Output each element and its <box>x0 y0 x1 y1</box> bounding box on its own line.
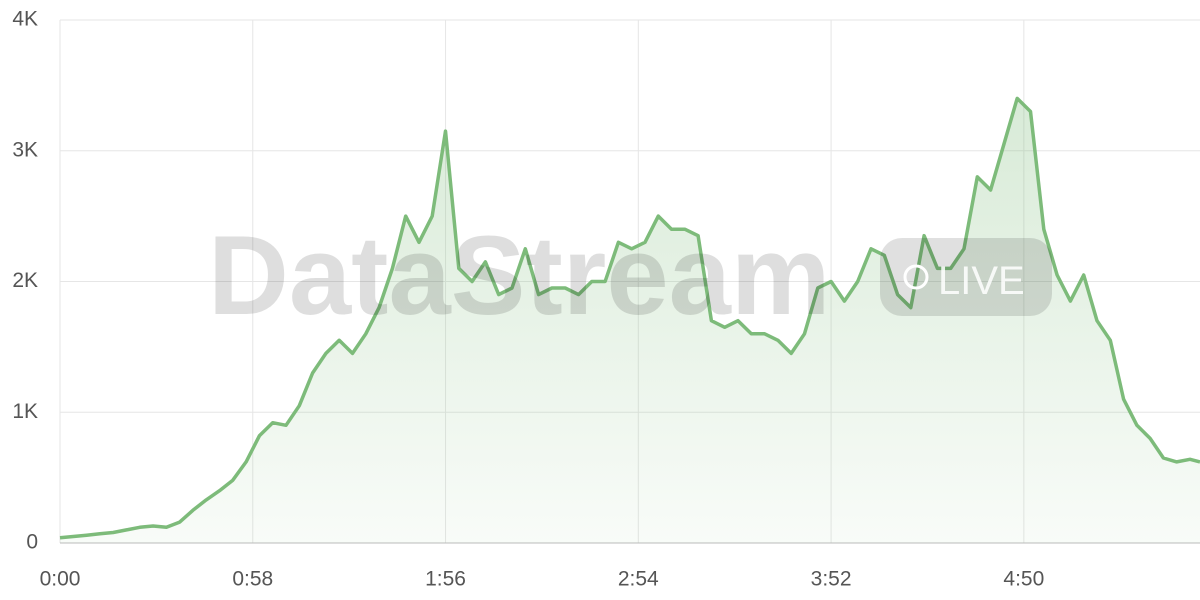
x-tick-label: 0:58 <box>232 568 273 591</box>
x-tick-label: 2:54 <box>618 568 659 591</box>
badge-icon <box>903 264 929 290</box>
y-tick-label: 3K <box>12 138 38 161</box>
y-tick-label: 2K <box>12 269 38 292</box>
x-tick-label: 3:52 <box>811 568 852 591</box>
x-tick-label: 0:00 <box>40 568 81 591</box>
area-fill <box>60 98 1200 544</box>
x-tick-label: 1:56 <box>425 568 466 591</box>
line <box>59 96 1200 540</box>
badge-box <box>880 238 1052 316</box>
y-tick-label: 0 <box>26 531 38 554</box>
x-tick-label: 4:50 <box>1003 568 1044 591</box>
badge-label: LIVE <box>938 259 1025 303</box>
y-tick-label: 4K <box>12 8 38 31</box>
y-tick-label: 1K <box>12 400 38 423</box>
watermark: DataStream <box>208 213 831 338</box>
